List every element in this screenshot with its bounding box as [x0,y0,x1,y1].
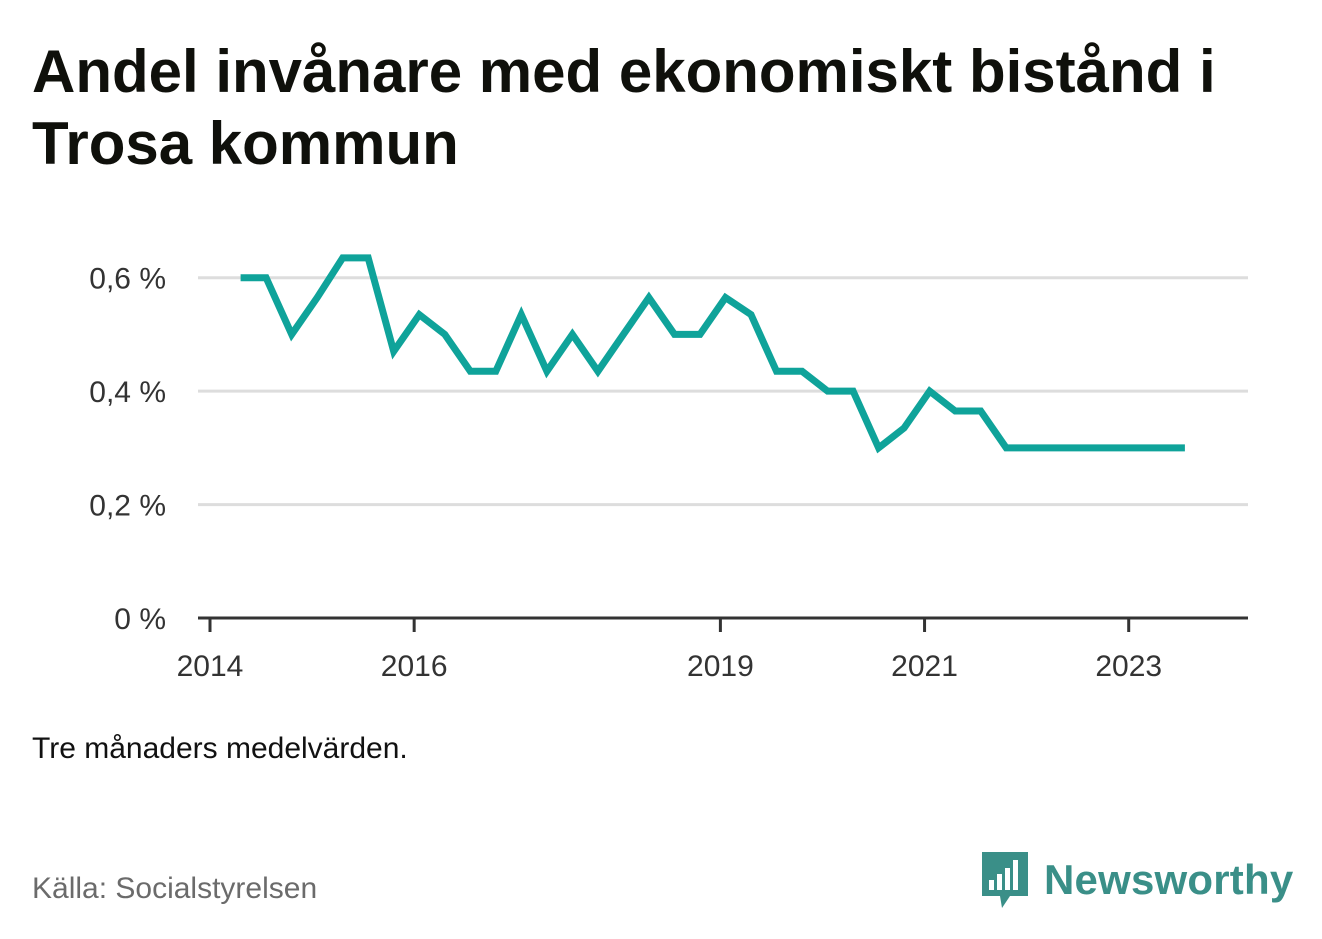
x-axis-labels: 2014 2016 2019 2021 2023 [177,650,1162,683]
source-credit: Källa: Socialstyrelsen [32,872,318,905]
x-tick-label: 2021 [891,650,958,683]
x-tick-label: 2016 [381,650,448,683]
y-tick-label: 0,4 % [89,376,166,409]
x-tick-label: 2019 [687,650,754,683]
x-axis-ticks [208,618,1131,632]
y-axis-labels: 0 % 0,2 % 0,4 % 0,6 % [89,263,166,636]
chart-title: Andel invånare med ekonomiskt bistånd i … [32,38,1216,177]
x-tick-label: 2023 [1095,650,1162,683]
x-tick-label: 2014 [177,650,244,683]
chart-note: Tre månaders medelvärden. [32,732,408,765]
brand-name: Newsworthy [1044,856,1294,903]
y-tick-label: 0 % [114,603,166,636]
series-group [240,254,1185,454]
gridlines [198,276,1248,507]
series-line [240,254,1185,454]
y-tick-label: 0,2 % [89,490,166,523]
brand-logo[interactable]: Newsworthy [980,848,1293,912]
y-tick-label: 0,6 % [89,263,166,296]
newsworthy-logo-icon [982,852,1028,908]
